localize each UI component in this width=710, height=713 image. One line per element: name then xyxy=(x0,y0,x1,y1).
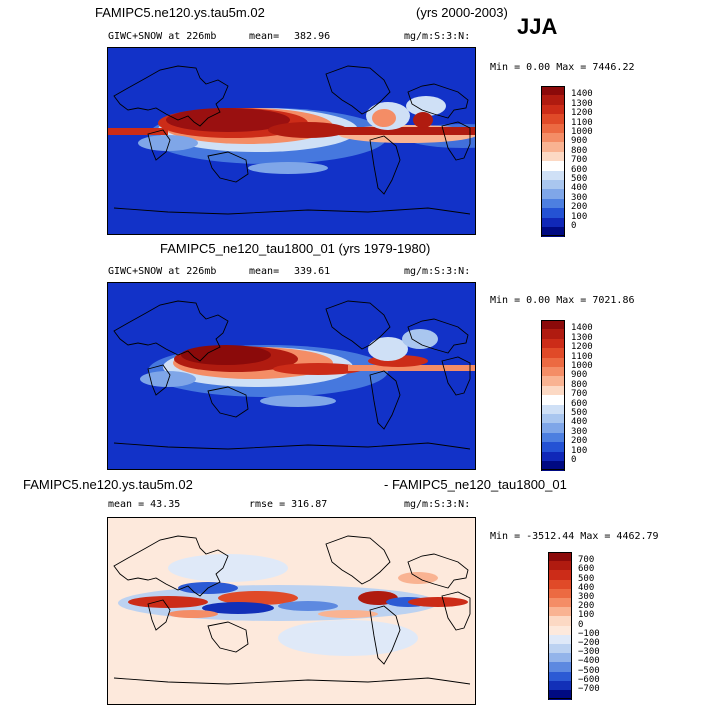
colorbar-tick-label: 100 xyxy=(571,445,588,456)
colorbar-tick-label: −500 xyxy=(578,665,600,676)
colorbar-tick-label: 1000 xyxy=(571,361,593,371)
colorbar-tick-label: 0 xyxy=(571,455,577,465)
colorbar-tick-label: 600 xyxy=(578,564,595,575)
colorbar-tick-label: 1200 xyxy=(571,108,593,119)
panel3-rmse: rmse = 316.87 xyxy=(249,499,328,510)
colorbar-tick-label: −200 xyxy=(578,638,600,648)
colorbar-tick-label: 700 xyxy=(571,155,588,166)
panel2-units: mg/m:S:3:N: xyxy=(404,266,471,277)
colorbar-tick-label: 1100 xyxy=(571,117,593,128)
panel1-years: (yrs 2000-2003) xyxy=(416,5,508,20)
colorbar-frame xyxy=(541,86,565,237)
colorbar-tick-label: 400 xyxy=(571,183,588,194)
colorbar-tick-label: −100 xyxy=(578,628,600,639)
colorbar-tick-label: 1400 xyxy=(571,89,593,100)
colorbar-tick-label: 200 xyxy=(578,601,595,612)
colorbar-tick-label: 900 xyxy=(571,370,588,381)
colorbar-tick-label: 500 xyxy=(571,174,588,184)
colorbar-tick-label: 1000 xyxy=(571,127,593,137)
panel1-minmax: Min = 0.00 Max = 7446.22 xyxy=(490,62,635,73)
colorbar-tick-label: 1300 xyxy=(571,332,593,343)
colorbar-tick-label: 1300 xyxy=(571,98,593,109)
colorbar-tick-label: 600 xyxy=(571,398,588,409)
colorbar-tick-label: 600 xyxy=(571,164,588,175)
colorbar-tick-label: 900 xyxy=(571,136,588,147)
colorbar-tick-label: 400 xyxy=(571,417,588,428)
panel2-map xyxy=(107,282,476,470)
colorbar-tick-label: 700 xyxy=(571,389,588,400)
panel1-mean-label: mean= xyxy=(249,31,280,42)
panel3-title-left: FAMIPC5.ne120.ys.tau5m.02 xyxy=(23,477,193,492)
colorbar-tick-label: 0 xyxy=(578,619,584,630)
panel2-title: FAMIPC5_ne120_tau1800_01 (yrs 1979-1980) xyxy=(160,241,431,256)
panel3-map-svg xyxy=(108,518,475,704)
season-label: JJA xyxy=(517,14,558,39)
colorbar-tick-label: 500 xyxy=(571,408,588,418)
colorbar-tick-label: −600 xyxy=(578,674,600,685)
panel1-map xyxy=(107,47,476,235)
colorbar-tick-label: −700 xyxy=(578,684,600,694)
colorbar-tick-label: 300 xyxy=(578,592,595,602)
colorbar-tick-label: 300 xyxy=(571,426,588,437)
colorbar-frame xyxy=(548,552,572,700)
panel3-units: mg/m:S:3:N: xyxy=(404,499,471,510)
panel1-units: mg/m:S:3:N: xyxy=(404,31,471,42)
panel1-mean-value: 382.96 xyxy=(294,31,331,42)
panel2-map-svg xyxy=(108,283,475,469)
colorbar-tick-label: 100 xyxy=(571,211,588,222)
colorbar-tick-label: 100 xyxy=(578,610,595,621)
panel2-mean-label: mean= xyxy=(249,266,280,277)
colorbar-tick-label: 400 xyxy=(578,582,595,593)
panel1-map-svg xyxy=(108,48,475,234)
panel1-variable: GIWC+SNOW at 226mb xyxy=(108,31,217,42)
colorbar-tick-label: 1100 xyxy=(571,351,593,362)
colorbar-tick-label: −300 xyxy=(578,647,600,658)
colorbar-tick-label: 700 xyxy=(578,555,595,566)
colorbar-tick-label: 200 xyxy=(571,202,588,213)
colorbar-tick-label: 0 xyxy=(571,221,577,231)
colorbar-tick-label: 1200 xyxy=(571,342,593,353)
colorbar-tick-label: −400 xyxy=(578,656,600,667)
panel2-minmax: Min = 0.00 Max = 7021.86 xyxy=(490,295,635,306)
panel3-mean: mean = 43.35 xyxy=(108,499,181,510)
colorbar-tick-label: 500 xyxy=(578,573,595,584)
colorbar-tick-label: 1400 xyxy=(571,323,593,334)
panel2-mean-value: 339.61 xyxy=(294,266,331,277)
colorbar-tick-label: 300 xyxy=(571,192,588,203)
panel3-title-right: - FAMIPC5_ne120_tau1800_01 xyxy=(384,477,567,492)
colorbar-tick-label: 800 xyxy=(571,145,588,156)
panel1-title: FAMIPC5.ne120.ys.tau5m.02 xyxy=(95,5,265,20)
colorbar-tick-label: 800 xyxy=(571,379,588,390)
panel3-map xyxy=(107,517,476,705)
colorbar-tick-label: 200 xyxy=(571,436,588,447)
panel2-variable: GIWC+SNOW at 226mb xyxy=(108,266,217,277)
panel3-minmax: Min = -3512.44 Max = 4462.79 xyxy=(490,531,659,542)
colorbar-frame xyxy=(541,320,565,471)
